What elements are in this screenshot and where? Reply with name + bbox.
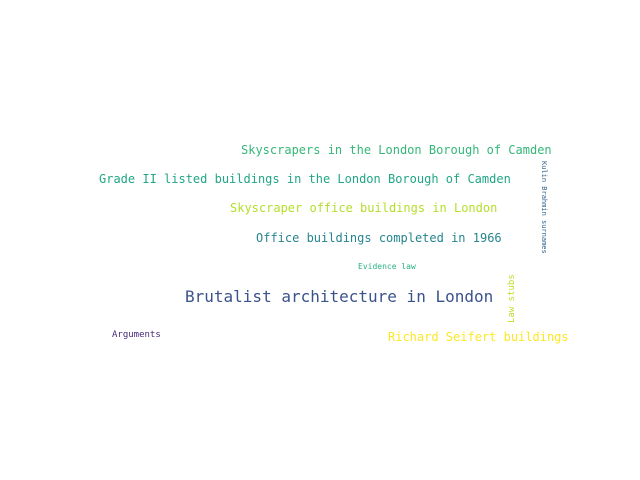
word-skyscraper-office-london: Skyscraper office buildings in London <box>230 201 498 215</box>
word-kulin-brahmin-surnames: Kulin Brahmin surnames <box>540 161 548 254</box>
word-law-stubs: Law stubs <box>507 274 517 323</box>
word-grade-ii-listed-camden: Grade II listed buildings in the London … <box>99 172 511 186</box>
word-brutalist-london: Brutalist architecture in London <box>185 287 494 306</box>
word-evidence-law: Evidence law <box>358 262 416 271</box>
word-richard-seifert: Richard Seifert buildings <box>388 330 569 344</box>
word-office-buildings-1966: Office buildings completed in 1966 <box>256 231 502 245</box>
word-arguments: Arguments <box>112 330 161 340</box>
word-skyscrapers-camden: Skyscrapers in the London Borough of Cam… <box>241 143 552 157</box>
